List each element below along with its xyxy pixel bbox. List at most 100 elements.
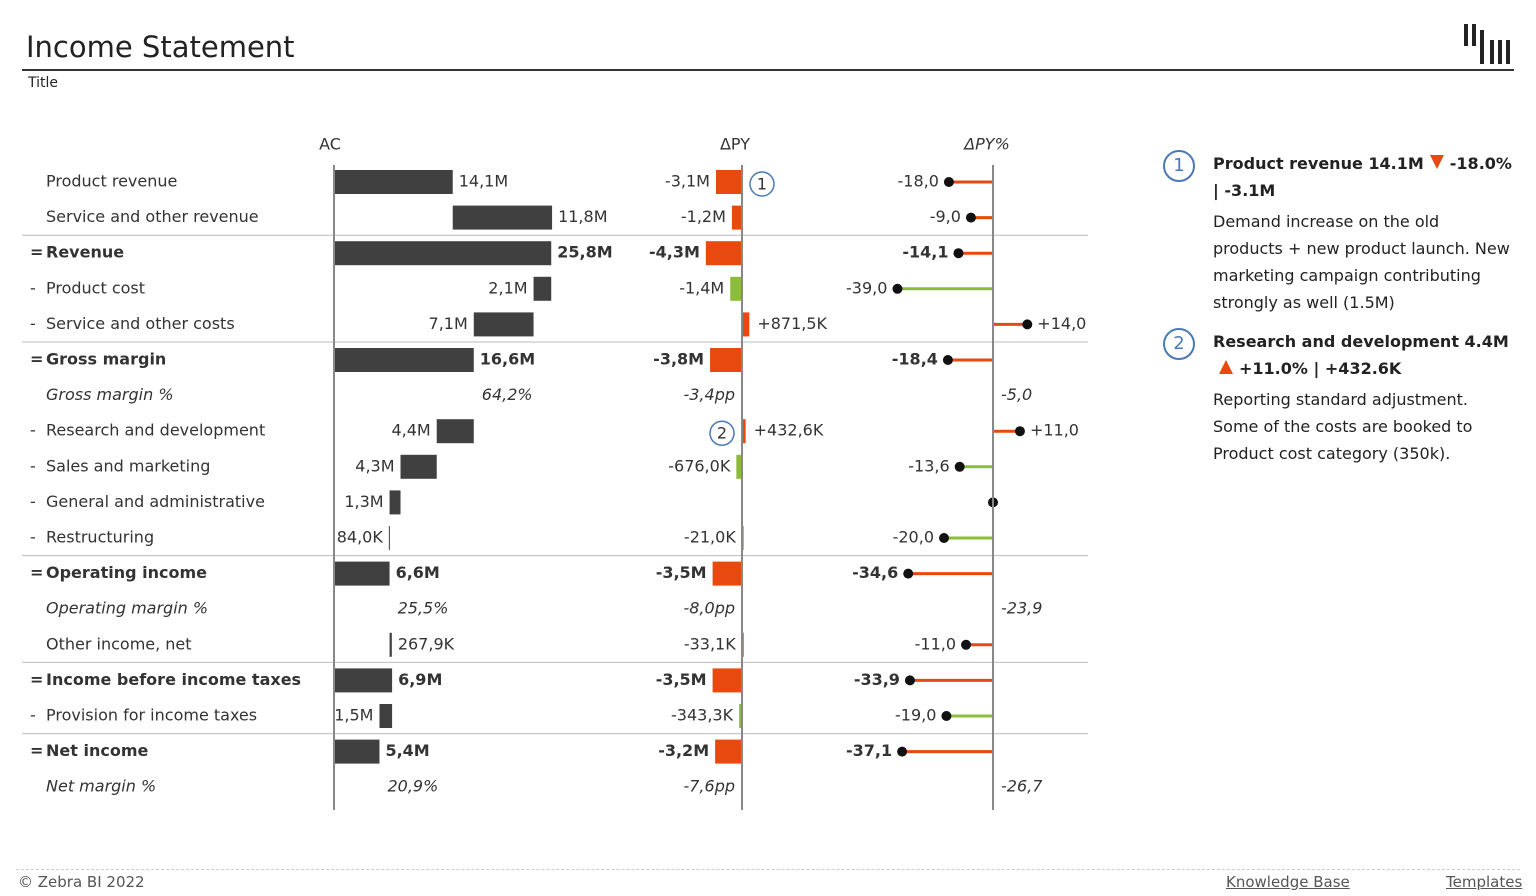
row-label: Net margin % <box>46 777 156 796</box>
dpy-pct-label: -11,0 <box>915 634 956 653</box>
dpy-pct-label: -39,0 <box>846 278 887 297</box>
row-label: Gross margin <box>46 350 166 369</box>
row-prefix: - <box>30 706 36 725</box>
dpy-label: -7,6pp <box>683 777 735 796</box>
ac-label: 5,4M <box>385 741 429 760</box>
comment-delta: +11.0% | +432.6K <box>1239 359 1402 378</box>
ac-bar <box>389 490 401 515</box>
dpy-label: +432,6K <box>754 421 824 440</box>
dpy-label: +871,5K <box>757 314 827 333</box>
dpy-bar <box>712 668 742 693</box>
ac-bar <box>334 170 453 194</box>
note-number: 2 <box>717 424 727 443</box>
ac-label: 20,9% <box>387 777 438 796</box>
row-prefix: - <box>30 528 36 547</box>
dpy-pct-label: -33,9 <box>854 670 900 689</box>
column-header: AC <box>319 135 341 154</box>
chart: AC ΔPY ΔPY% Product revenue 14,1M -3,1M 1 -18,0… <box>22 135 1088 810</box>
row-prefix: - <box>30 278 36 297</box>
dpy-pct-dot <box>892 283 903 294</box>
title-rule <box>22 69 1514 71</box>
dpy-pct-label: -9,0 <box>930 207 961 226</box>
dpy-pct-dot <box>943 177 954 187</box>
row-label: Net income <box>46 741 148 760</box>
row-label: Product cost <box>46 278 145 297</box>
comment-body: Reporting standard adjustment. Some of t… <box>1213 390 1473 463</box>
ac-bar <box>334 348 474 372</box>
delta-arrow <box>1429 155 1444 169</box>
ac-label: 25,5% <box>398 599 449 618</box>
row-prefix: = <box>30 741 43 760</box>
ac-bar <box>334 241 552 266</box>
dpy-pct-label: -13,6 <box>908 456 949 475</box>
row-label: Sales and marketing <box>46 456 210 475</box>
dpy-label: -1,2M <box>681 207 726 226</box>
dpy-pct-dot <box>953 248 964 259</box>
dpy-pct-dot <box>939 533 949 543</box>
row-prefix: - <box>30 456 36 475</box>
row-prefix: = <box>30 243 43 262</box>
dpy-bar <box>710 348 742 372</box>
dpy-pct-dot <box>1022 319 1033 330</box>
ac-label: 267,9K <box>398 634 455 653</box>
dpy-label: -3,8M <box>653 350 704 369</box>
comment-number: 2 <box>1163 328 1195 360</box>
row-prefix: = <box>30 563 43 582</box>
link[interactable]: Templates <box>1446 873 1523 891</box>
row-label: Income before income taxes <box>46 670 301 689</box>
ac-label: 84,0K <box>337 528 384 547</box>
dpy-pct-label: -18,4 <box>892 350 938 369</box>
ac-bar <box>334 739 380 764</box>
ac-bar <box>400 454 437 479</box>
dpy-pct-dot <box>904 675 915 686</box>
comment: 1 Product revenue 14.1M -18.0% | -3.1M Dema… <box>1163 150 1513 316</box>
row-label: Provision for income taxes <box>46 706 257 725</box>
ac-bar <box>452 205 553 230</box>
dpy-label: -3,5M <box>656 563 707 582</box>
dpy-label: -3,4pp <box>683 385 735 404</box>
dpy-label: -343,3K <box>671 706 734 725</box>
row-prefix: = <box>30 670 43 689</box>
dpy-bar <box>731 205 742 230</box>
dpy-label: -3,1M <box>665 172 710 191</box>
dpy-label: -3,5M <box>656 670 707 689</box>
dpy-bar <box>715 170 742 194</box>
dpy-pct-label: -19,0 <box>895 706 936 725</box>
ac-bar <box>473 312 534 337</box>
row-prefix: - <box>30 314 36 333</box>
dpy-pct-label: +14,0 <box>1037 314 1086 333</box>
note-marker <box>749 171 775 197</box>
dpy-pct-dot <box>961 639 972 650</box>
dpy-bar <box>742 419 746 444</box>
dpy-pct-dot <box>942 355 953 365</box>
dpy-bar <box>730 276 742 301</box>
logo <box>1464 24 1510 64</box>
dpy-pct-label: +11,0 <box>1030 421 1079 440</box>
dpy-pct-label: -5,0 <box>1001 385 1032 404</box>
row-prefix: = <box>30 350 43 369</box>
ac-label: 7,1M <box>429 314 468 333</box>
dpy-pct-dot <box>1014 426 1025 437</box>
ac-bar <box>334 561 390 586</box>
row-label: Operating margin % <box>46 599 208 618</box>
copyright: © Zebra BI 2022 <box>18 873 145 891</box>
ac-bar <box>379 704 393 728</box>
ac-bar <box>533 276 552 301</box>
ac-label: 11,8M <box>558 207 607 226</box>
comment-title: Product revenue 14.1M <box>1213 154 1424 173</box>
column-header: ΔPY% <box>962 135 1010 154</box>
comment-delta: -18.0% | -3.1M <box>1213 154 1512 200</box>
row-label: Service and other revenue <box>46 207 259 226</box>
ac-label: 2,1M <box>488 278 527 297</box>
row-label: Other income, net <box>46 634 192 653</box>
ac-label: 16,6M <box>480 350 535 369</box>
title: Income Statement <box>26 30 295 64</box>
comment-body: Demand increase on the old products + ne… <box>1213 212 1510 312</box>
row-label: Product revenue <box>46 172 177 191</box>
dpy-label: -1,4M <box>679 278 724 297</box>
dpy-pct-dot <box>903 568 914 579</box>
dpy-label: -33,1K <box>684 634 736 653</box>
dpy-pct-label: -20,0 <box>893 528 934 547</box>
link[interactable]: Knowledge Base <box>1226 873 1350 891</box>
